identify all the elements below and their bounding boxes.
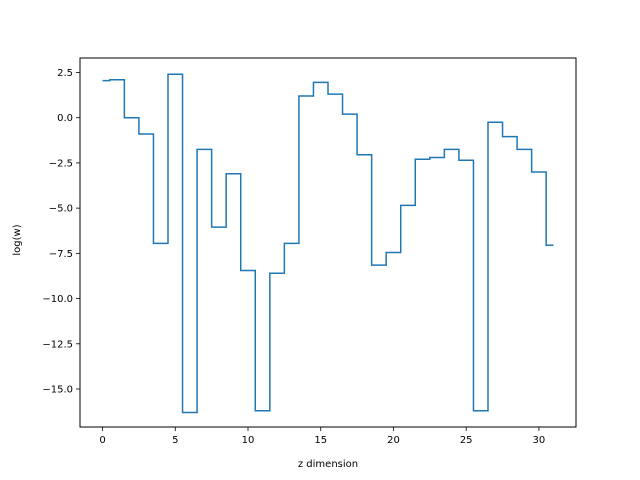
y-tick-label: −12.5 xyxy=(42,339,73,350)
y-tick-label: −2.5 xyxy=(49,158,73,169)
y-tick-label: −15.0 xyxy=(42,385,73,396)
plot-area xyxy=(102,73,554,414)
x-tick-label: 30 xyxy=(533,435,546,446)
series-line xyxy=(102,73,554,414)
x-tick-label: 25 xyxy=(460,435,473,446)
x-tick-label: 10 xyxy=(242,435,255,446)
x-tick-label: 15 xyxy=(314,435,327,446)
y-tick-label: −5.0 xyxy=(49,204,73,215)
axes-frame xyxy=(79,57,577,428)
y-axis-ticks: 2.5 0.0 −2.5 −5.0 −7.5 −10.0 −12.5 −15.0 xyxy=(42,68,80,396)
x-tick-label: 20 xyxy=(387,435,400,446)
y-tick-label: −7.5 xyxy=(49,249,73,260)
x-tick-label: 0 xyxy=(99,435,105,446)
y-axis-label: log(w) xyxy=(12,224,23,255)
x-tick-label: 5 xyxy=(172,435,178,446)
x-axis-label: z dimension xyxy=(298,459,358,470)
y-tick-label: 0.0 xyxy=(57,113,73,124)
x-axis-ticks: 0 5 10 15 20 25 30 xyxy=(99,427,545,446)
y-tick-label: −10.0 xyxy=(42,294,73,305)
y-tick-label: 2.5 xyxy=(57,68,73,79)
